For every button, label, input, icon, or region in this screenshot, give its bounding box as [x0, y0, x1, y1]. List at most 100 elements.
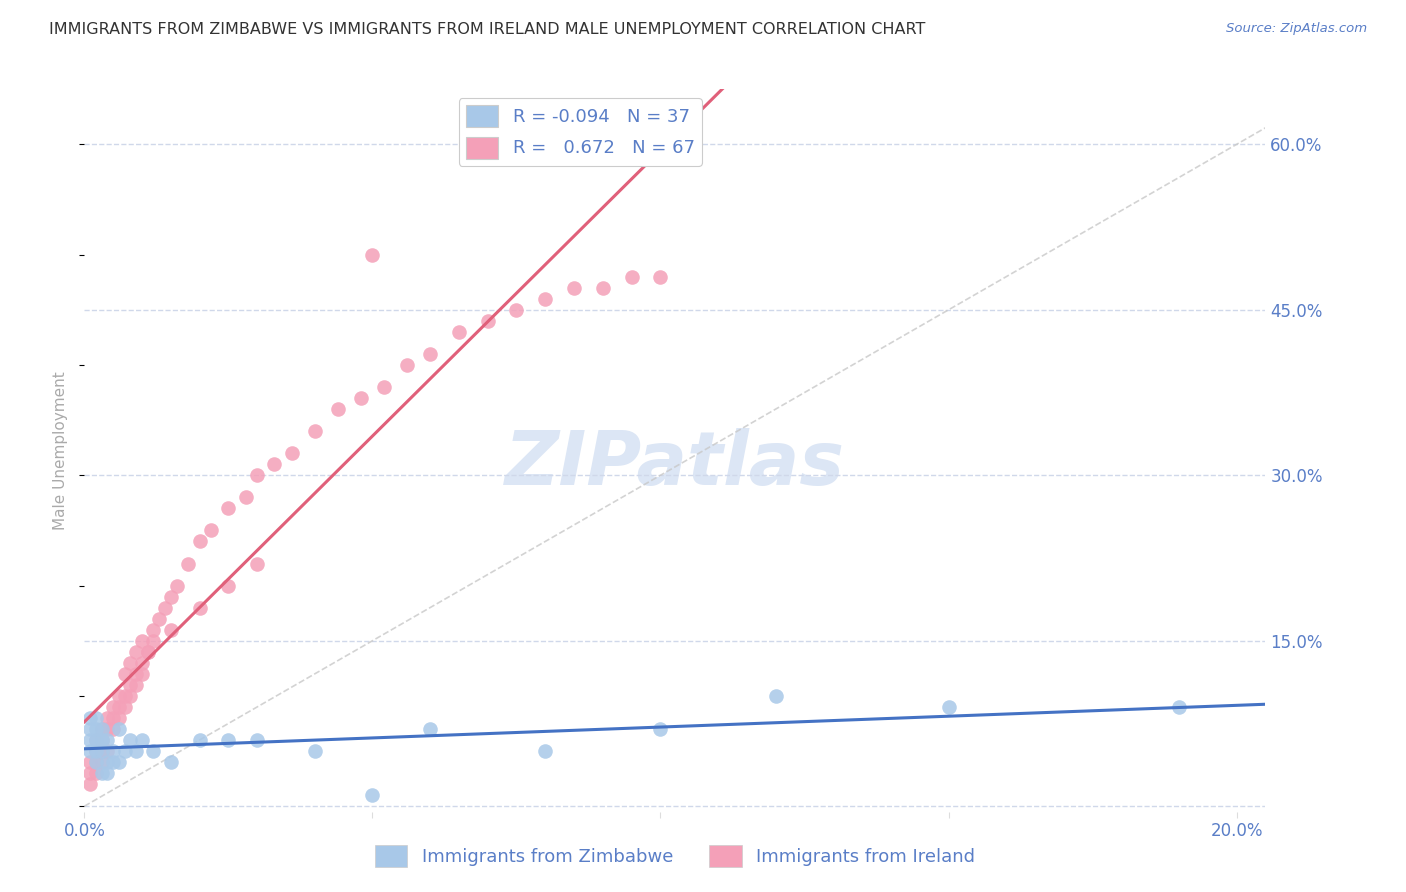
- Point: [114, 666, 136, 681]
- Point: [84, 755, 107, 769]
- Point: [166, 578, 188, 592]
- Point: [120, 656, 142, 670]
- Point: [395, 358, 418, 372]
- Point: [84, 755, 107, 769]
- Text: ZIPatlas: ZIPatlas: [505, 428, 845, 501]
- Point: [125, 744, 148, 758]
- Point: [177, 557, 200, 571]
- Point: [96, 744, 118, 758]
- Point: [131, 656, 153, 670]
- Point: [101, 722, 124, 736]
- Point: [108, 711, 131, 725]
- Point: [263, 457, 285, 471]
- Point: [96, 733, 118, 747]
- Point: [101, 711, 124, 725]
- Point: [142, 633, 165, 648]
- Point: [505, 302, 527, 317]
- Point: [125, 678, 148, 692]
- Point: [419, 722, 441, 736]
- Point: [246, 468, 269, 483]
- Point: [142, 744, 165, 758]
- Point: [108, 755, 131, 769]
- Text: Source: ZipAtlas.com: Source: ZipAtlas.com: [1226, 22, 1367, 36]
- Point: [90, 722, 112, 736]
- Point: [235, 491, 257, 505]
- Point: [101, 744, 124, 758]
- Point: [84, 733, 107, 747]
- Point: [108, 722, 131, 736]
- Point: [90, 733, 112, 747]
- Point: [79, 711, 101, 725]
- Point: [361, 788, 384, 802]
- Point: [142, 623, 165, 637]
- Point: [84, 744, 107, 758]
- Point: [90, 744, 112, 758]
- Y-axis label: Male Unemployment: Male Unemployment: [53, 371, 69, 530]
- Point: [447, 325, 470, 339]
- Point: [246, 733, 269, 747]
- Point: [361, 247, 384, 261]
- Point: [159, 623, 181, 637]
- Point: [326, 402, 349, 417]
- Point: [281, 446, 304, 460]
- Point: [153, 600, 176, 615]
- Point: [938, 700, 960, 714]
- Point: [148, 612, 170, 626]
- Point: [159, 755, 181, 769]
- Point: [101, 700, 124, 714]
- Point: [79, 744, 101, 758]
- Point: [200, 524, 222, 538]
- Point: [373, 380, 395, 394]
- Point: [120, 733, 142, 747]
- Point: [90, 733, 112, 747]
- Point: [96, 755, 118, 769]
- Point: [90, 755, 112, 769]
- Point: [534, 292, 557, 306]
- Point: [90, 744, 112, 758]
- Point: [136, 645, 159, 659]
- Point: [120, 678, 142, 692]
- Point: [84, 744, 107, 758]
- Point: [114, 744, 136, 758]
- Point: [131, 733, 153, 747]
- Point: [217, 733, 239, 747]
- Point: [84, 722, 107, 736]
- Point: [592, 281, 614, 295]
- Point: [131, 666, 153, 681]
- Point: [159, 590, 181, 604]
- Point: [477, 314, 499, 328]
- Point: [108, 689, 131, 703]
- Point: [650, 269, 672, 284]
- Point: [136, 645, 159, 659]
- Point: [84, 766, 107, 780]
- Legend: Immigrants from Zimbabwe, Immigrants from Ireland: Immigrants from Zimbabwe, Immigrants fro…: [367, 838, 983, 874]
- Point: [84, 711, 107, 725]
- Point: [304, 424, 326, 438]
- Point: [188, 534, 211, 549]
- Point: [217, 501, 239, 516]
- Point: [108, 700, 131, 714]
- Point: [188, 733, 211, 747]
- Point: [419, 347, 441, 361]
- Point: [79, 777, 101, 791]
- Point: [650, 722, 672, 736]
- Point: [96, 711, 118, 725]
- Point: [79, 755, 101, 769]
- Point: [96, 766, 118, 780]
- Point: [96, 722, 118, 736]
- Point: [125, 666, 148, 681]
- Point: [125, 645, 148, 659]
- Point: [114, 689, 136, 703]
- Point: [90, 766, 112, 780]
- Point: [765, 689, 787, 703]
- Point: [79, 766, 101, 780]
- Point: [534, 744, 557, 758]
- Point: [304, 744, 326, 758]
- Point: [188, 600, 211, 615]
- Point: [620, 269, 643, 284]
- Point: [90, 722, 112, 736]
- Text: IMMIGRANTS FROM ZIMBABWE VS IMMIGRANTS FROM IRELAND MALE UNEMPLOYMENT CORRELATIO: IMMIGRANTS FROM ZIMBABWE VS IMMIGRANTS F…: [49, 22, 925, 37]
- Point: [114, 700, 136, 714]
- Point: [84, 733, 107, 747]
- Point: [350, 391, 373, 405]
